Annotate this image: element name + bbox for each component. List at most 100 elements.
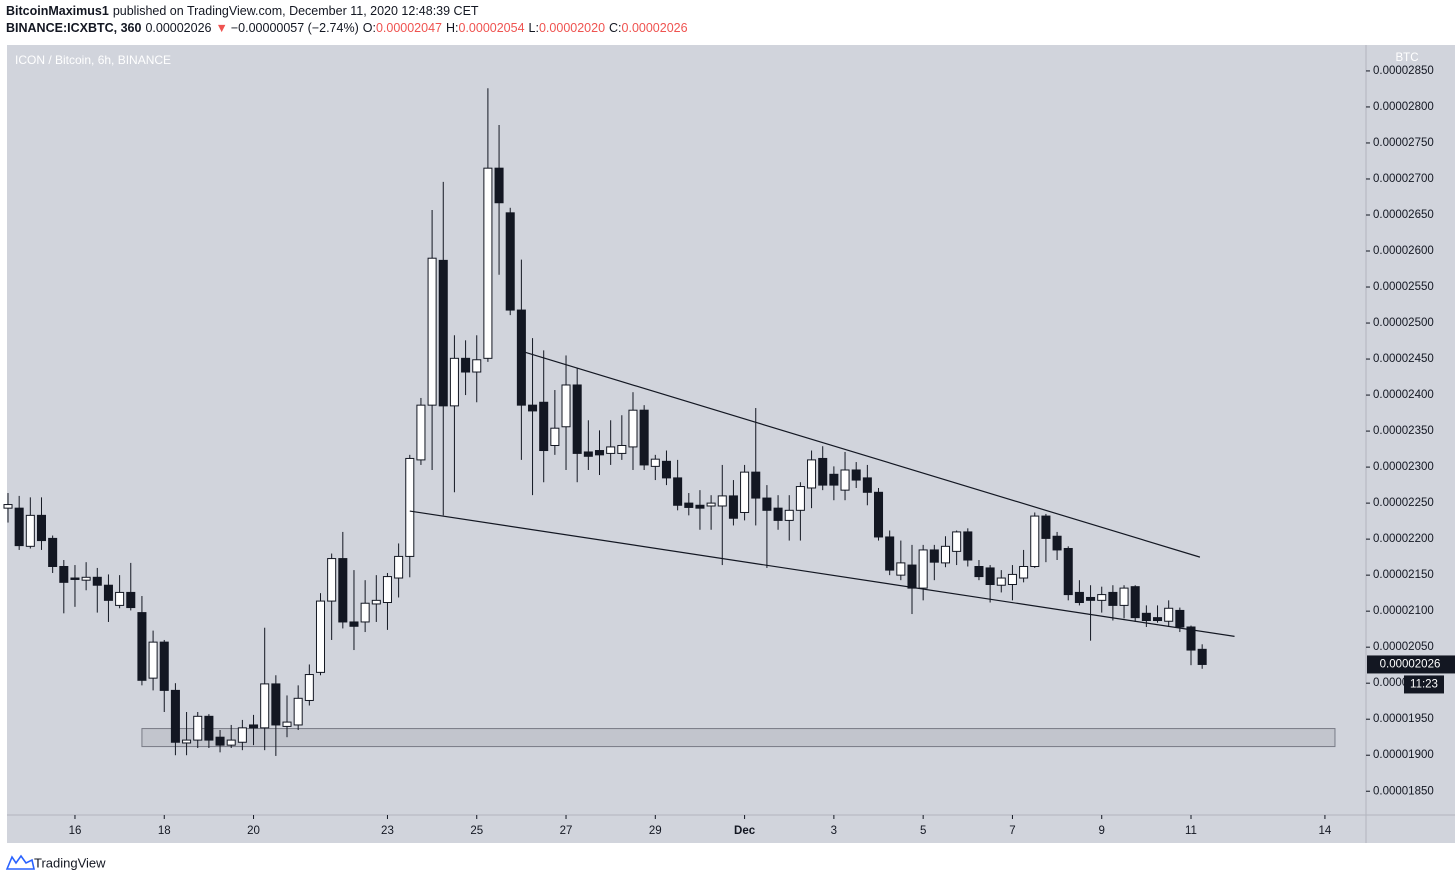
- candle-body: [3, 504, 13, 509]
- ohlc-label: L:: [529, 21, 539, 35]
- candle-body: [1130, 586, 1140, 619]
- candle-body: [1041, 515, 1051, 539]
- candle-body: [438, 259, 448, 407]
- candle-body: [449, 357, 459, 407]
- x-tick-label: 14: [1319, 825, 1332, 837]
- candle-body: [873, 491, 884, 538]
- candle-body: [650, 458, 660, 467]
- y-tick-label: 0.00002300: [1373, 461, 1434, 473]
- y-tick-label: 0.00002550: [1373, 281, 1434, 293]
- candle-body: [1153, 617, 1163, 622]
- candle-body: [304, 674, 314, 701]
- author: BitcoinMaximus1: [6, 4, 109, 18]
- y-tick-label: 0.00001850: [1373, 785, 1434, 797]
- candle-body: [1186, 626, 1196, 651]
- x-tick-label: 20: [247, 825, 260, 837]
- candle-body: [14, 507, 24, 547]
- y-tick-label: 0.00002250: [1373, 497, 1434, 509]
- candle-body: [371, 599, 381, 605]
- candle-body: [103, 584, 113, 601]
- y-tick-label: 0.00001900: [1373, 749, 1434, 761]
- chart-background: [7, 45, 1455, 843]
- candle-body: [773, 507, 783, 521]
- candle-body: [126, 591, 136, 609]
- logo-icon: [5, 854, 35, 870]
- candle-body: [940, 545, 950, 564]
- y-unit: BTC: [1396, 52, 1419, 64]
- candle-body: [918, 549, 928, 589]
- candle-body: [1007, 573, 1017, 586]
- x-tick-label: 29: [649, 825, 662, 837]
- candle-body: [427, 257, 437, 406]
- candle-body: [1119, 587, 1129, 606]
- candle-body: [1197, 648, 1207, 665]
- candle-body: [784, 509, 794, 521]
- candle-body: [952, 531, 962, 552]
- candle-body: [349, 621, 359, 627]
- candle-body: [382, 576, 392, 604]
- candle-body: [338, 558, 348, 623]
- candle-body: [215, 736, 225, 746]
- y-tick-label: 0.00002500: [1373, 317, 1434, 329]
- x-tick-label: 9: [1099, 825, 1105, 837]
- x-tick-label: 11: [1185, 825, 1197, 837]
- candle-body: [148, 641, 158, 679]
- candle-body: [1030, 515, 1040, 567]
- candle-body: [561, 384, 571, 428]
- change: −0.00000057 (−2.74%): [231, 21, 359, 35]
- ohlc-label: O:: [363, 21, 376, 35]
- y-tick-label: 0.00002700: [1373, 173, 1434, 185]
- arrow: ▼: [215, 21, 227, 35]
- candle-body: [807, 459, 817, 489]
- candle-body: [1097, 594, 1107, 601]
- candle-body: [92, 576, 102, 586]
- candle-body: [639, 409, 649, 466]
- x-tick-label: Dec: [734, 825, 756, 837]
- candle-body: [204, 715, 214, 741]
- candle-body: [137, 612, 147, 681]
- candle-body: [818, 457, 828, 486]
- ohlc-label: H:: [446, 21, 459, 35]
- y-tick-label: 0.00002800: [1373, 101, 1434, 113]
- y-tick-label: 0.00002150: [1373, 569, 1434, 581]
- candle-body: [1141, 612, 1151, 622]
- candle-body: [1063, 547, 1073, 596]
- candle-body: [461, 357, 471, 373]
- ohlc-value: 0.00002054: [459, 21, 525, 35]
- candle-body: [472, 359, 482, 373]
- candle-body: [728, 495, 738, 519]
- candle-body: [594, 450, 605, 456]
- candle-body: [1175, 609, 1185, 628]
- y-tick-label: 0.00002750: [1373, 137, 1434, 149]
- x-tick-label: 5: [920, 825, 926, 837]
- price: 0.00002026: [145, 21, 211, 35]
- x-tick-label: 16: [69, 825, 82, 837]
- candle-body: [717, 495, 727, 507]
- candle-body: [226, 739, 236, 746]
- candle-body: [1164, 607, 1174, 622]
- candle-body: [505, 212, 515, 311]
- publish-line: BitcoinMaximus1 published on TradingView.…: [6, 4, 479, 18]
- candle-body: [1052, 535, 1062, 551]
- candle-body: [583, 451, 593, 457]
- x-tick-label: 25: [470, 825, 483, 837]
- candle-body: [327, 558, 337, 602]
- candle-body: [1019, 565, 1029, 579]
- candle-body: [740, 471, 750, 513]
- candle-body: [59, 565, 69, 583]
- candle-body: [1074, 591, 1084, 604]
- candle-body: [684, 502, 694, 508]
- candle-body: [170, 689, 180, 743]
- candle-body: [907, 564, 917, 589]
- y-tick-label: 0.00002200: [1373, 533, 1434, 545]
- candle-body: [182, 739, 192, 744]
- candle-body: [416, 404, 426, 461]
- candle-body: [159, 641, 169, 691]
- ohlc-value: 0.00002047: [376, 21, 442, 35]
- candle-body: [896, 562, 906, 576]
- candle-body: [606, 446, 616, 454]
- candle-body: [1086, 596, 1096, 601]
- ohlc-value: 0.00002026: [622, 21, 688, 35]
- logo: TradingView: [5, 854, 106, 870]
- candle-body: [985, 567, 995, 586]
